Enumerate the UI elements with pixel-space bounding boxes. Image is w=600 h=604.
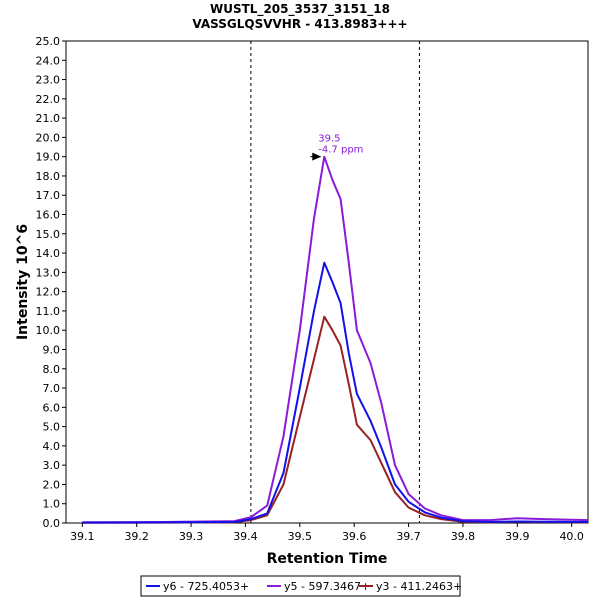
y-tick-label: 11.0 [36,305,61,318]
legend: y6 - 725.4053+ y5 - 597.3467+ y3 - 411.246… [140,575,462,597]
x-tick-label: 39.5 [288,530,313,543]
x-tick-label: 39.6 [342,530,367,543]
y-tick-label: 10.0 [36,324,61,337]
annotation-label-2: -4.7 ppm [318,145,363,156]
y-tick-label: 22.0 [36,93,61,106]
y-tick-label: 21.0 [36,112,61,125]
y-tick-label: 0.0 [43,517,61,530]
y-tick-label: 12.0 [36,286,61,299]
x-tick-label: 39.8 [451,530,476,543]
y-tick-label: 18.0 [36,170,61,183]
y-tick-label: 16.0 [36,209,61,222]
legend-label-2: y5 - 597.3467+ [284,580,370,593]
x-tick-label: 40.0 [559,530,584,543]
x-axis-title: Retention Time [267,551,388,567]
y-tick-label: 14.0 [36,247,61,260]
x-axis: 39.1 39.2 39.3 39.4 39.5 39.6 39.7 39.8 39.9 40.0 [70,523,584,543]
x-tick-label: 39.9 [505,530,530,543]
y-tick-label: 19.0 [36,151,61,164]
annotation-label-1: 39.5 [318,134,340,145]
x-tick-label: 39.4 [233,530,258,543]
peak-annotation: 39.5-4.7 ppm [310,134,363,161]
annotation-arrow-icon [312,152,322,161]
y-tick-label: 4.0 [43,440,61,453]
y-tick-label: 15.0 [36,228,61,241]
y-tick-label: 7.0 [43,382,61,395]
y-tick-label: 1.0 [43,498,61,511]
y-tick-label: 20.0 [36,131,61,144]
plot-area [65,40,589,524]
series-line-1 [82,261,589,524]
y-tick-label: 9.0 [43,343,61,356]
y-axis: 0.0 1.0 2.0 3.0 4.0 5.0 6.0 7.0 8.0 9.0 10.0 11.0 12… [36,35,66,530]
series-layer [82,155,589,524]
y-tick-label: 17.0 [36,189,61,202]
peak-boundaries [250,41,420,523]
series-line-2 [82,155,589,524]
legend-label-1: y6 - 725.4053+ [163,580,249,593]
y-tick-label: 24.0 [36,54,61,67]
x-tick-label: 39.7 [396,530,421,543]
y-axis-title: Intensity 10^6 [15,224,31,340]
chart-title: WUSTL_205_3537_3151_18 [210,2,390,17]
x-tick-label: 39.1 [70,530,95,543]
y-tick-label: 6.0 [43,401,61,414]
chart-subtitle: VASSGLQSVVHR - 413.8983+++ [192,17,407,31]
y-tick-label: 5.0 [43,421,61,434]
y-tick-label: 23.0 [36,74,61,87]
legend-label-3: y3 - 411.2463+ [376,580,462,593]
y-tick-label: 2.0 [43,478,61,491]
legend-box [140,575,461,597]
y-tick-label: 13.0 [36,266,61,279]
y-tick-label: 3.0 [43,459,61,472]
y-tick-label: 25.0 [36,35,61,48]
x-tick-label: 39.2 [124,530,149,543]
x-tick-label: 39.3 [179,530,204,543]
y-tick-label: 8.0 [43,363,61,376]
